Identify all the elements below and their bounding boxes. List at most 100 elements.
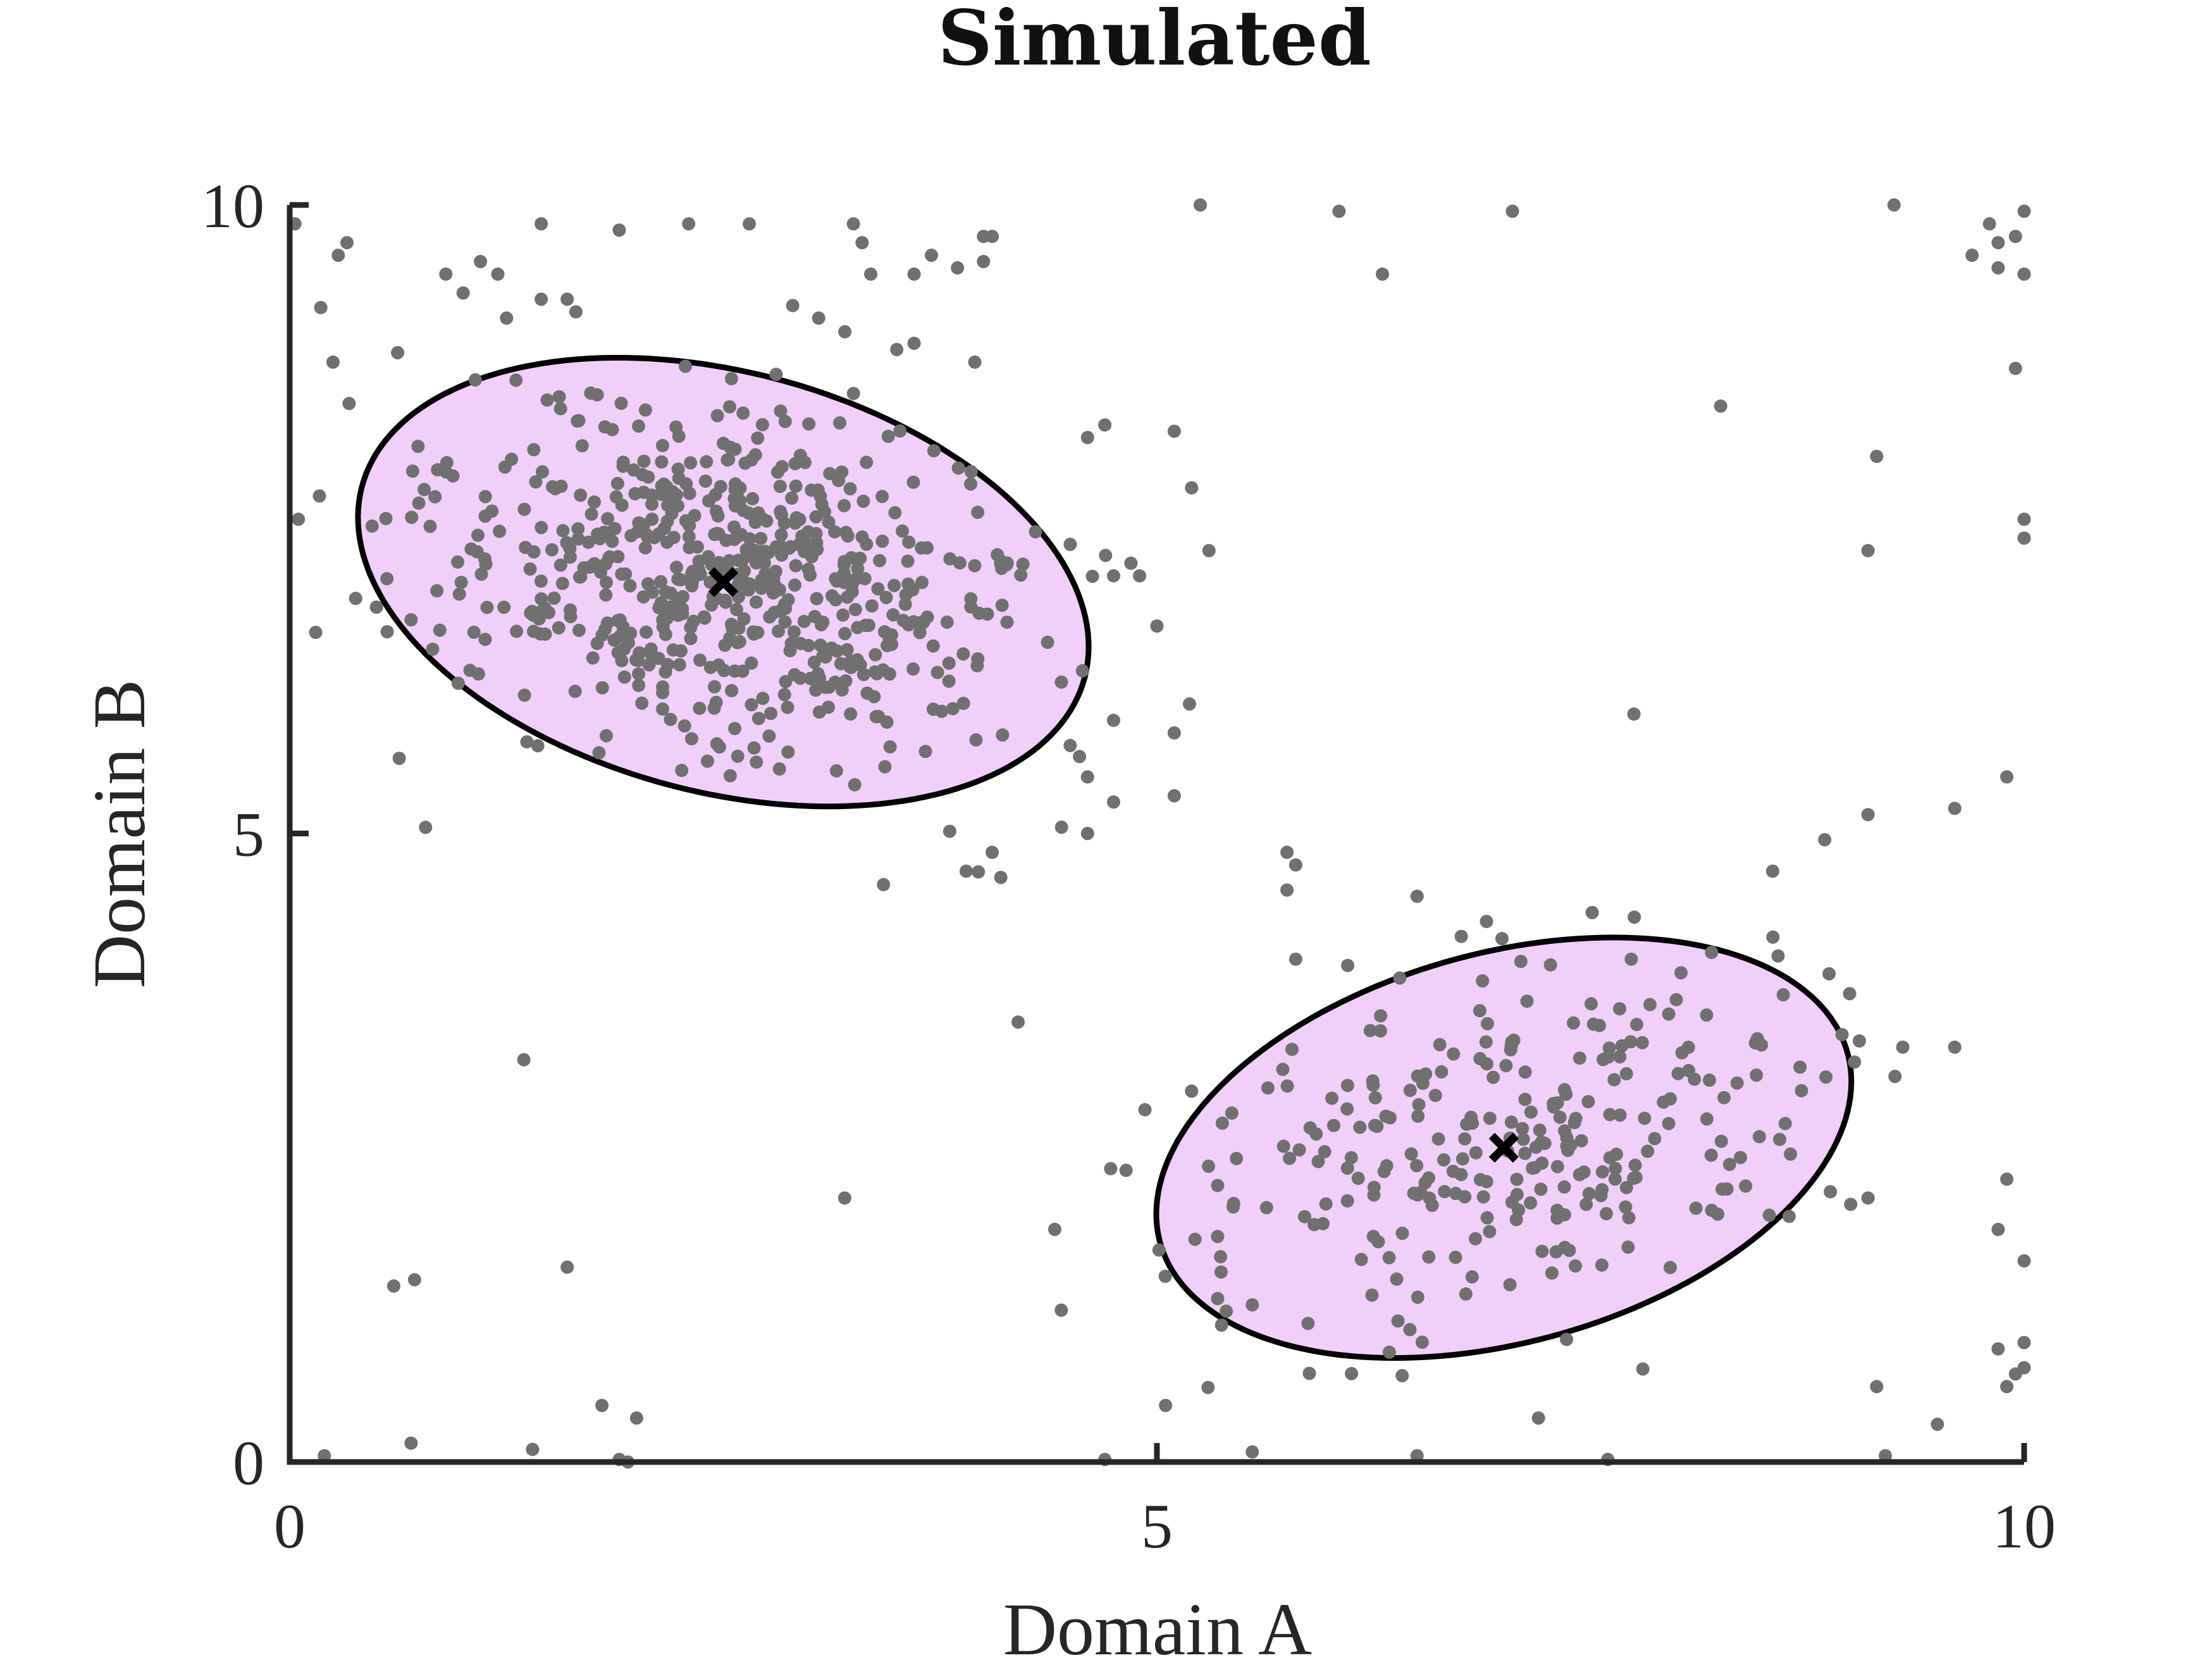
x-tick-label: 5	[1141, 1491, 1173, 1561]
data-point	[1395, 1369, 1409, 1382]
data-point	[1965, 249, 1979, 262]
data-point	[754, 531, 768, 545]
data-point	[1332, 204, 1346, 218]
data-point	[865, 599, 879, 613]
data-point	[1638, 1112, 1652, 1125]
data-point	[1158, 1269, 1172, 1283]
data-point	[1259, 1201, 1273, 1215]
data-point	[1214, 1250, 1228, 1263]
data-point	[1560, 1130, 1574, 1144]
data-point	[1870, 1380, 1884, 1394]
data-point	[1819, 1070, 1833, 1084]
data-point	[902, 535, 916, 549]
data-point	[654, 596, 668, 610]
data-point	[380, 625, 394, 639]
data-point	[1152, 1243, 1166, 1257]
data-point	[595, 1399, 609, 1413]
data-point	[701, 754, 714, 768]
data-point	[1048, 1222, 1061, 1236]
data-point	[1603, 1108, 1617, 1122]
data-point	[769, 564, 782, 578]
data-point	[1483, 1225, 1497, 1239]
data-point	[426, 642, 440, 656]
data-point	[896, 524, 909, 538]
data-point	[1465, 1270, 1479, 1284]
data-point	[553, 558, 567, 572]
data-point	[1119, 1163, 1133, 1177]
data-point	[491, 267, 505, 281]
data-point	[1454, 929, 1468, 943]
data-point	[1080, 431, 1094, 445]
data-point	[1230, 1151, 1244, 1165]
data-point	[534, 521, 548, 535]
data-point	[864, 267, 878, 281]
data-point	[1752, 1130, 1766, 1144]
data-point	[529, 475, 543, 489]
data-point	[837, 576, 851, 590]
y-tick-label: 10	[201, 171, 264, 241]
data-point	[380, 572, 394, 586]
data-point	[688, 509, 701, 523]
data-point	[871, 582, 885, 596]
data-point	[1214, 1265, 1228, 1279]
data-point	[723, 400, 736, 414]
data-point	[1755, 1038, 1769, 1052]
data-point	[812, 311, 825, 325]
data-point	[1288, 858, 1302, 872]
data-point	[1569, 1259, 1583, 1273]
data-point	[781, 745, 795, 759]
data-point	[1624, 952, 1638, 966]
data-point	[1585, 906, 1599, 919]
y-tick-label: 0	[233, 1428, 264, 1498]
data-point	[825, 589, 839, 603]
data-point	[1835, 1027, 1849, 1041]
data-point	[640, 625, 653, 639]
data-point	[452, 587, 466, 601]
data-point	[379, 512, 393, 526]
data-point	[569, 305, 583, 319]
data-point	[1325, 1091, 1339, 1105]
data-point	[1982, 217, 1996, 231]
data-point	[959, 864, 973, 878]
data-point	[1276, 1062, 1290, 1076]
data-point	[1318, 1145, 1332, 1158]
data-point	[951, 461, 965, 475]
data-point	[1518, 1146, 1532, 1160]
data-point	[1366, 1078, 1380, 1092]
data-point	[615, 567, 629, 581]
data-point	[1107, 714, 1120, 728]
data-point	[700, 455, 714, 469]
data-point	[369, 600, 383, 614]
data-point	[942, 656, 956, 670]
data-point	[1188, 1232, 1202, 1246]
data-point	[746, 492, 760, 505]
data-point	[1412, 1098, 1426, 1112]
data-point	[1636, 1362, 1650, 1376]
data-point	[1159, 1399, 1173, 1413]
data-point	[667, 531, 681, 544]
data-point	[1261, 1081, 1275, 1095]
data-point	[1628, 1158, 1642, 1172]
data-point	[703, 660, 717, 674]
data-point	[2017, 1361, 2031, 1375]
data-point	[736, 664, 750, 678]
data-point	[1404, 1147, 1418, 1161]
data-point	[1657, 1095, 1671, 1109]
data-point	[534, 292, 548, 306]
data-point	[318, 1449, 331, 1463]
data-point	[2000, 770, 2014, 784]
data-point	[312, 489, 326, 503]
data-point	[1991, 261, 2005, 275]
data-point	[1629, 1170, 1643, 1184]
data-point	[1896, 1040, 1910, 1054]
data-point	[1393, 971, 1407, 985]
data-point	[661, 658, 675, 671]
data-point	[1557, 1208, 1571, 1222]
data-point	[500, 311, 514, 325]
data-point	[789, 511, 803, 524]
data-point	[970, 659, 984, 672]
data-point	[1991, 1342, 2005, 1356]
data-point	[841, 529, 855, 543]
data-point	[613, 613, 627, 627]
data-point	[1582, 1187, 1596, 1201]
